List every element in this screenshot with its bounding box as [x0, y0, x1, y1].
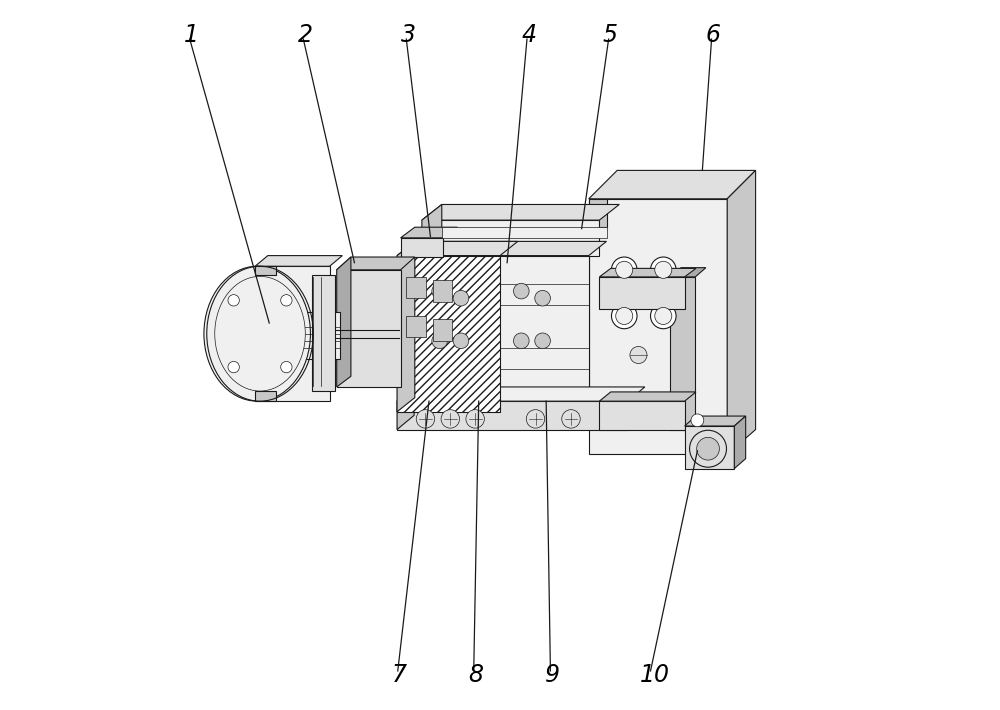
Ellipse shape [691, 414, 704, 427]
Ellipse shape [453, 333, 469, 349]
Polygon shape [337, 257, 351, 387]
Ellipse shape [453, 290, 469, 306]
Polygon shape [685, 416, 746, 426]
Ellipse shape [416, 410, 435, 428]
Ellipse shape [432, 333, 447, 349]
Ellipse shape [513, 283, 529, 299]
Polygon shape [397, 241, 518, 256]
Polygon shape [337, 257, 415, 270]
Ellipse shape [655, 307, 672, 324]
Polygon shape [401, 238, 443, 257]
Ellipse shape [651, 257, 676, 283]
Ellipse shape [241, 313, 273, 354]
Text: 4: 4 [521, 23, 536, 48]
Ellipse shape [616, 261, 633, 278]
Polygon shape [706, 433, 727, 454]
Polygon shape [727, 170, 756, 454]
Ellipse shape [655, 261, 672, 278]
Text: 10: 10 [640, 662, 670, 687]
Polygon shape [397, 256, 500, 412]
Text: 7: 7 [392, 662, 407, 687]
Polygon shape [397, 401, 628, 430]
Polygon shape [599, 392, 696, 401]
Ellipse shape [611, 303, 637, 329]
Polygon shape [433, 320, 452, 341]
Text: 3: 3 [401, 23, 416, 48]
Polygon shape [422, 220, 599, 256]
Ellipse shape [441, 410, 460, 428]
Polygon shape [442, 227, 606, 238]
Polygon shape [276, 312, 340, 359]
Polygon shape [255, 266, 276, 275]
Polygon shape [433, 280, 452, 302]
Ellipse shape [535, 333, 550, 349]
Ellipse shape [215, 276, 305, 391]
Polygon shape [422, 256, 589, 405]
Ellipse shape [466, 410, 484, 428]
Polygon shape [422, 204, 619, 220]
Ellipse shape [204, 266, 310, 401]
Ellipse shape [223, 290, 292, 378]
Polygon shape [312, 275, 335, 391]
Ellipse shape [562, 410, 580, 428]
Ellipse shape [630, 346, 647, 364]
Polygon shape [589, 170, 756, 199]
Text: 6: 6 [706, 23, 721, 48]
Polygon shape [589, 199, 606, 227]
Ellipse shape [616, 307, 633, 324]
Ellipse shape [228, 361, 239, 373]
Ellipse shape [513, 333, 529, 349]
Polygon shape [599, 277, 685, 309]
Ellipse shape [432, 283, 447, 299]
Ellipse shape [281, 361, 292, 373]
Ellipse shape [526, 410, 545, 428]
Text: 5: 5 [603, 23, 618, 48]
Polygon shape [734, 416, 746, 469]
Polygon shape [599, 401, 685, 430]
Polygon shape [422, 241, 440, 405]
Polygon shape [422, 204, 442, 256]
Polygon shape [397, 387, 645, 401]
Bar [397, 256, 500, 412]
Polygon shape [337, 270, 401, 387]
Text: 2: 2 [298, 23, 313, 48]
Ellipse shape [228, 295, 239, 306]
Polygon shape [406, 316, 426, 337]
Text: 8: 8 [468, 662, 483, 687]
Ellipse shape [281, 295, 292, 306]
Polygon shape [685, 426, 734, 469]
Polygon shape [255, 266, 330, 401]
Ellipse shape [651, 303, 676, 329]
Ellipse shape [697, 437, 719, 460]
Polygon shape [401, 227, 457, 238]
Polygon shape [589, 199, 727, 454]
Text: 9: 9 [545, 662, 560, 687]
Polygon shape [406, 277, 426, 298]
Ellipse shape [611, 257, 637, 283]
Ellipse shape [690, 430, 726, 467]
Ellipse shape [535, 290, 550, 306]
Polygon shape [670, 277, 695, 430]
Polygon shape [397, 387, 414, 430]
Polygon shape [255, 256, 342, 266]
Polygon shape [397, 241, 415, 412]
Polygon shape [422, 241, 606, 256]
Polygon shape [255, 391, 276, 401]
Polygon shape [599, 268, 696, 277]
Text: 1: 1 [184, 23, 199, 48]
Polygon shape [670, 268, 706, 277]
